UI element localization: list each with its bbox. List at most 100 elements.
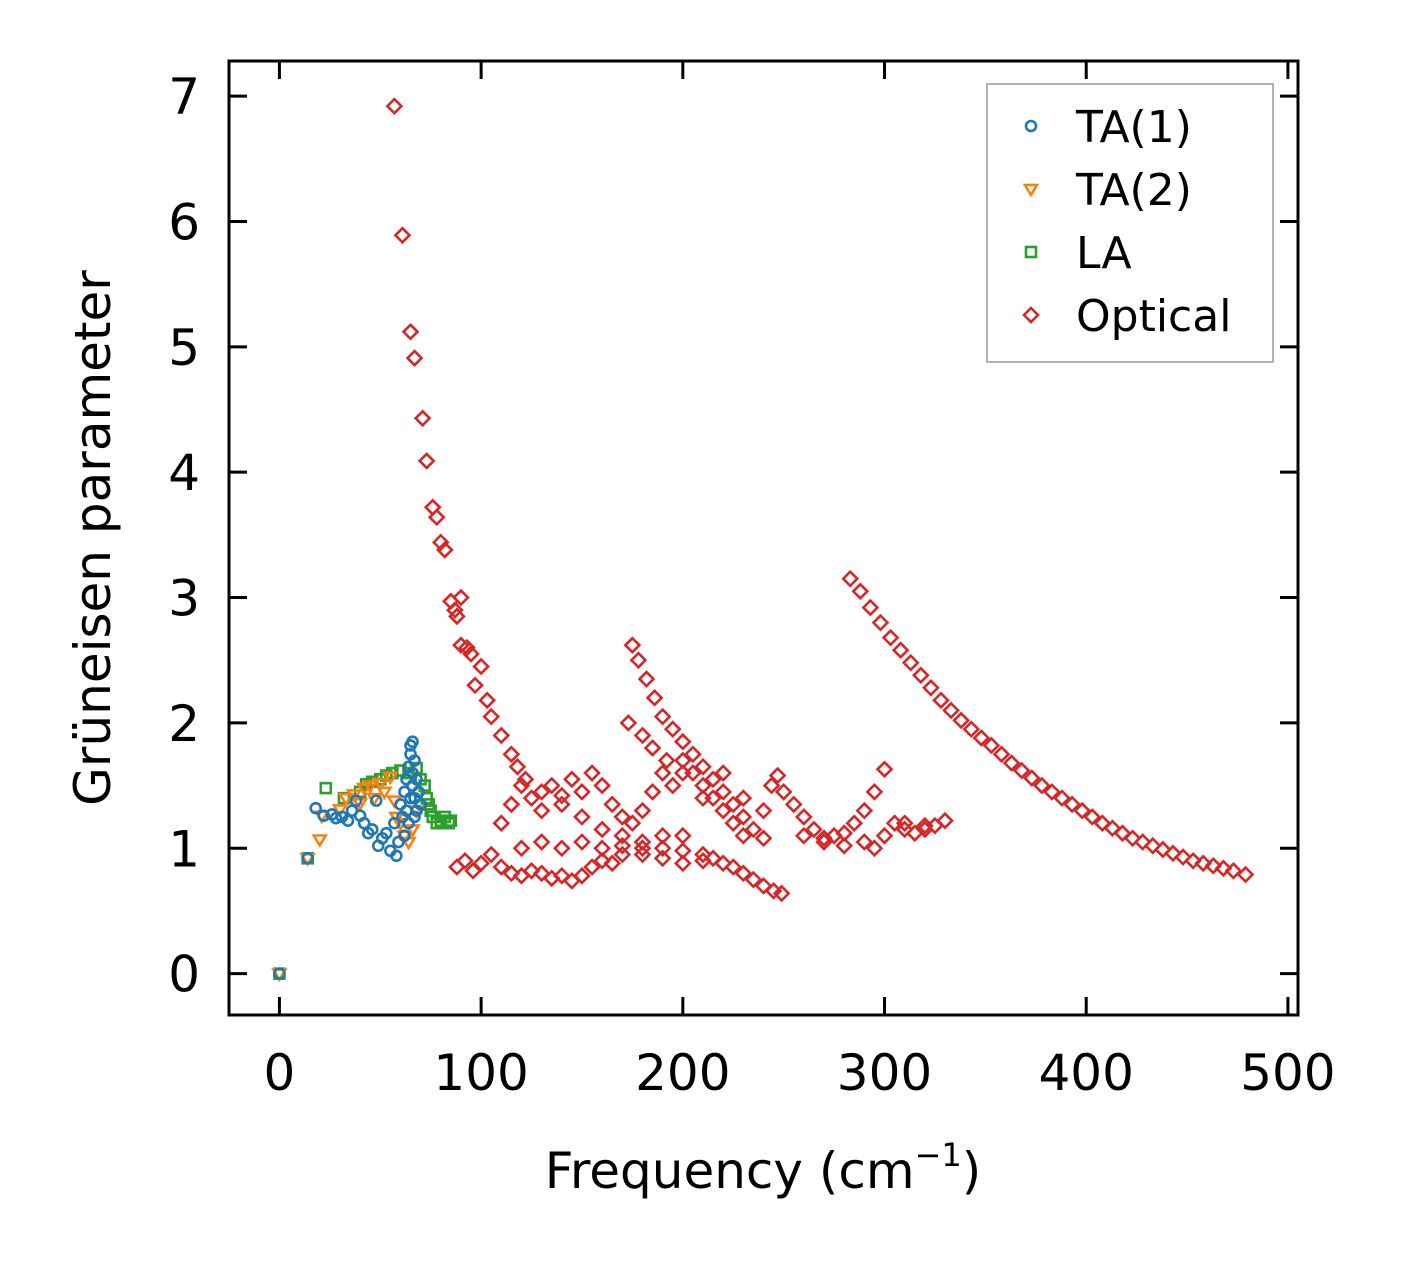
data-point [1002,754,1021,772]
data-point [552,867,571,885]
data-point [444,814,458,827]
data-point [851,582,870,601]
data-points [271,97,1255,983]
data-point [875,826,894,845]
data-point [380,826,393,840]
data-point [388,816,401,830]
data-point [472,854,490,873]
series-ta-1- [273,735,427,980]
y-tick-label: 0 [168,946,200,1004]
data-point [734,789,753,807]
data-point [633,801,652,820]
data-point [355,782,373,797]
data-point [922,678,940,697]
data-point [694,845,712,864]
data-point [663,776,682,795]
data-point [714,764,732,782]
data-point [694,851,712,870]
data-point [502,864,521,883]
data-point [369,794,383,807]
data-point [405,349,424,367]
data-point [1133,833,1152,851]
data-point [774,783,793,801]
data-point [532,801,551,820]
y-tick-label: 6 [168,193,200,251]
x-tick-label: 200 [635,1044,730,1102]
data-point [361,780,379,795]
data-point [1022,769,1041,787]
data-point [404,791,417,805]
data-point [1012,761,1031,780]
data-point [673,732,692,751]
data-point [522,789,541,807]
data-point [875,760,894,779]
legend-marker [1022,306,1040,324]
legend-label: TA(1) [1075,102,1192,153]
data-point [714,783,732,801]
data-point [552,795,571,814]
data-point [1154,840,1172,859]
data-point [744,870,763,889]
x-tick-label: 400 [1038,1044,1133,1102]
data-point [1236,865,1255,884]
data-point [1174,848,1192,866]
data-point [390,849,403,863]
data-point [448,858,466,876]
data-point [663,720,682,739]
data-point [724,795,743,814]
data-point [583,764,601,782]
data-point [522,861,541,880]
data-point [448,607,466,626]
data-point [673,764,692,782]
data-point [1053,789,1071,807]
data-point [573,833,591,851]
data-point [365,823,379,836]
data-point [311,834,329,849]
data-point [754,801,773,820]
data-point [482,845,501,864]
legend-marker [1022,183,1040,198]
data-point [1083,808,1102,826]
data-point [273,967,286,980]
data-point [653,849,672,868]
data-point [532,864,551,883]
data-point [1063,795,1081,814]
y-tick-label: 7 [168,68,200,126]
data-point [865,783,884,801]
data-point [371,777,389,792]
data-point [603,854,622,873]
data-point [795,826,813,845]
y-tick-label: 4 [168,444,200,502]
data-point [613,836,632,855]
data-point [805,820,823,839]
data-point [413,409,432,428]
data-point [319,781,333,795]
data-point [1143,836,1162,855]
data-point [895,814,914,833]
data-point [1113,824,1132,843]
data-point [619,714,638,732]
data-point [593,776,611,795]
data-point [1043,783,1061,801]
axis-ticks [229,61,1298,1015]
data-point [417,452,436,470]
data-point [633,839,652,858]
data-point [317,809,331,822]
data-point [673,826,692,845]
data-point [1123,829,1142,848]
data-point [653,826,672,845]
data-point [891,641,910,660]
data-point [982,736,1001,755]
data-point [376,786,393,801]
legend-marker [1024,119,1038,133]
data-point [936,811,954,830]
data-point [762,776,781,795]
x-tick-label: 0 [264,1044,296,1102]
data-point [795,808,813,826]
data-point [734,864,753,883]
data-point [442,816,456,830]
series-la [273,761,458,980]
data-point [573,783,591,801]
data-point [704,849,722,868]
